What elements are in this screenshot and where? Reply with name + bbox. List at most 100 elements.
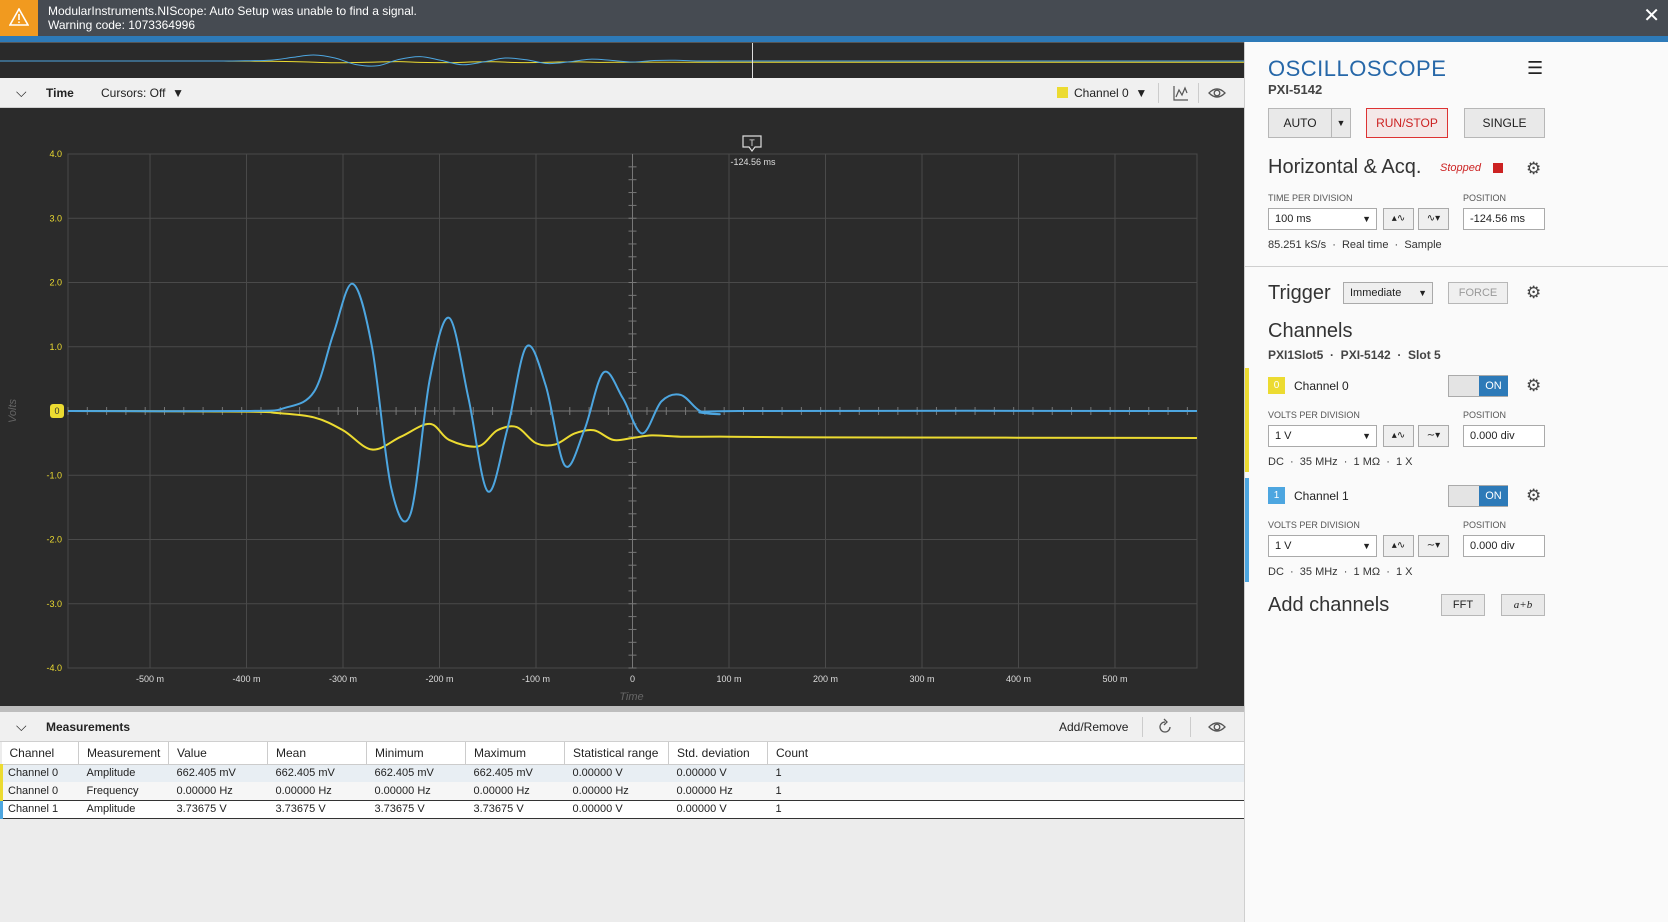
- time-graph-header: ⌵ Time Cursors: Off ▼ Channel 0 ▼: [0, 78, 1244, 108]
- measurements-table: Channel Measurement Value Mean Minimum M…: [0, 742, 1246, 819]
- table-cell: Amplitude: [78, 799, 169, 819]
- acquisition-status: Stopped: [1440, 162, 1481, 174]
- overview-plot: [0, 54, 1245, 67]
- column-header[interactable]: Measurement: [78, 742, 169, 765]
- time-per-division-value: 100 ms: [1275, 213, 1312, 225]
- table-cell: 1: [767, 764, 1246, 782]
- time-increase-button[interactable]: ▴∿: [1383, 208, 1414, 230]
- table-cell: 0.00000 Hz: [465, 782, 565, 800]
- time-decrease-button[interactable]: ∿▾: [1418, 208, 1449, 230]
- channel-select-label: Channel 0: [1074, 86, 1129, 100]
- horizontal-section-title: Horizontal & Acq.: [1268, 156, 1422, 178]
- column-header[interactable]: Count: [767, 742, 1246, 765]
- table-cell: 3.73675 V: [366, 799, 466, 819]
- cursors-dropdown[interactable]: Cursors: Off ▼: [101, 86, 185, 100]
- table-cell: 662.405 mV: [168, 764, 268, 782]
- column-header[interactable]: Maximum: [465, 742, 565, 765]
- table-cell: 0.00000 V: [564, 799, 669, 819]
- volts-decrease-button[interactable]: ∼▾: [1418, 535, 1449, 557]
- gear-icon[interactable]: ⚙: [1526, 283, 1542, 302]
- chevron-down-icon: ▼: [1362, 431, 1371, 441]
- toggle-knob: [1449, 486, 1479, 506]
- table-cell: 0.00000 V: [668, 764, 768, 782]
- channel-0-volts-dropdown[interactable]: 1 V ▼: [1268, 425, 1377, 447]
- measurement-chart-icon[interactable]: [1172, 84, 1190, 102]
- x-tick-label: -400 m: [233, 674, 261, 684]
- trigger-mode-dropdown[interactable]: Immediate ▼: [1343, 282, 1433, 304]
- time-per-division-dropdown[interactable]: 100 ms ▼: [1268, 208, 1377, 230]
- gear-icon[interactable]: ⚙: [1526, 486, 1542, 505]
- chevron-down-icon: ▼: [1418, 288, 1427, 298]
- volts-increase-button[interactable]: ▴∿: [1383, 425, 1414, 447]
- column-header[interactable]: Std. deviation: [668, 742, 768, 765]
- add-remove-button[interactable]: Add/Remove: [1059, 720, 1129, 734]
- channel-0-swatch: 0: [1268, 377, 1285, 394]
- graph-pane: ⌵ Time Cursors: Off ▼ Channel 0 ▼ 4.0 3.0…: [0, 42, 1246, 922]
- close-icon[interactable]: ✕: [1643, 5, 1660, 27]
- y-tick-label: 3.0: [49, 213, 62, 223]
- acquisition-info: 85.251 kS/s · Real time · Sample: [1268, 239, 1442, 251]
- channel-1-toggle[interactable]: ON: [1448, 485, 1508, 507]
- table-cell: 0.00000 Hz: [366, 782, 466, 800]
- overview-viewport-marker[interactable]: [752, 43, 753, 79]
- volts-per-division-label: VOLTS PER DIVISION: [1268, 520, 1360, 530]
- table-row[interactable]: Channel 0 Frequency 0.00000 Hz 0.00000 H…: [0, 782, 1246, 800]
- y-axis-label: Volts: [7, 398, 19, 423]
- column-header[interactable]: Statistical range: [564, 742, 669, 765]
- channel-1-swatch: 1: [1268, 487, 1285, 504]
- channel-1-color-bar: [1245, 478, 1249, 582]
- table-cell: 662.405 mV: [366, 764, 466, 782]
- column-header[interactable]: Value: [168, 742, 268, 765]
- column-header[interactable]: Mean: [267, 742, 367, 765]
- table-cell: Channel 1: [0, 799, 79, 819]
- fft-button[interactable]: FFT: [1441, 594, 1485, 616]
- gear-icon[interactable]: ⚙: [1526, 159, 1542, 178]
- y-tick-label: 2.0: [49, 278, 62, 288]
- auto-button[interactable]: AUTO: [1268, 108, 1332, 138]
- table-row-selected[interactable]: Channel 1 Amplitude 3.73675 V 3.73675 V …: [0, 799, 1246, 819]
- hamburger-menu-icon[interactable]: ☰: [1527, 58, 1544, 78]
- gear-icon[interactable]: ⚙: [1526, 376, 1542, 395]
- chevron-down-icon[interactable]: ⌵: [16, 718, 27, 734]
- channel-0-position-input[interactable]: 0.000 div: [1463, 425, 1545, 447]
- channel-1-position-input[interactable]: 0.000 div: [1463, 535, 1545, 557]
- trigger-marker-icon: [742, 135, 762, 152]
- table-row[interactable]: Channel 0 Amplitude 662.405 mV 662.405 m…: [0, 764, 1246, 782]
- y-tick-label: -2.0: [46, 535, 62, 545]
- column-header[interactable]: Minimum: [366, 742, 466, 765]
- series-line-channel-0: [67, 410, 1198, 451]
- horizontal-position-input[interactable]: -124.56 ms: [1463, 208, 1545, 230]
- trigger-section-title: Trigger: [1268, 282, 1331, 304]
- volts-increase-button[interactable]: ▴∿: [1383, 535, 1414, 557]
- channel-1-volts-dropdown[interactable]: 1 V ▼: [1268, 535, 1377, 557]
- pane-splitter[interactable]: [0, 706, 1244, 712]
- channel-select-dropdown[interactable]: Channel 0 ▼: [1057, 86, 1147, 100]
- x-tick-label: 400 m: [1006, 674, 1031, 684]
- cursors-label: Cursors: Off: [101, 86, 166, 100]
- time-graph-plot[interactable]: 4.0 3.0 2.0 1.0 -1.0 -2.0 -3.0 -4.0 -500 m -400 m…: [0, 108, 1244, 706]
- x-axis-label: Time: [619, 691, 643, 703]
- chevron-down-icon: ▼: [1362, 541, 1371, 551]
- channel-0-info: DC · 35 MHz · 1 MΩ · 1 X: [1268, 456, 1413, 468]
- eye-icon[interactable]: [1208, 718, 1226, 736]
- column-header[interactable]: Channel: [1, 742, 79, 765]
- table-cell: 3.73675 V: [267, 799, 367, 819]
- channels-device-info: PXI1Slot5 · PXI-5142 · Slot 5: [1268, 348, 1441, 362]
- warning-banner: ModularInstruments.NIScope: Auto Setup w…: [0, 0, 1668, 36]
- run-stop-button[interactable]: RUN/STOP: [1366, 108, 1448, 138]
- reset-icon[interactable]: [1156, 718, 1174, 736]
- eye-icon[interactable]: [1208, 84, 1226, 102]
- force-trigger-button[interactable]: FORCE: [1448, 282, 1508, 304]
- toggle-knob: [1449, 376, 1479, 396]
- x-tick-label: 0: [630, 674, 635, 684]
- channel-0-toggle[interactable]: ON: [1448, 375, 1508, 397]
- auto-dropdown-button[interactable]: ▼: [1331, 108, 1351, 138]
- single-button[interactable]: SINGLE: [1464, 108, 1545, 138]
- math-channel-button[interactable]: a+b: [1501, 594, 1545, 616]
- waveform-overview[interactable]: [0, 42, 1245, 79]
- warning-message: ModularInstruments.NIScope: Auto Setup w…: [48, 4, 417, 18]
- volts-decrease-button[interactable]: ∼▾: [1418, 425, 1449, 447]
- table-cell: 1: [767, 782, 1246, 800]
- oscilloscope-chart[interactable]: 4.0 3.0 2.0 1.0 -1.0 -2.0 -3.0 -4.0 -500 m -400 m…: [0, 108, 1244, 706]
- chevron-down-icon[interactable]: ⌵: [16, 84, 27, 100]
